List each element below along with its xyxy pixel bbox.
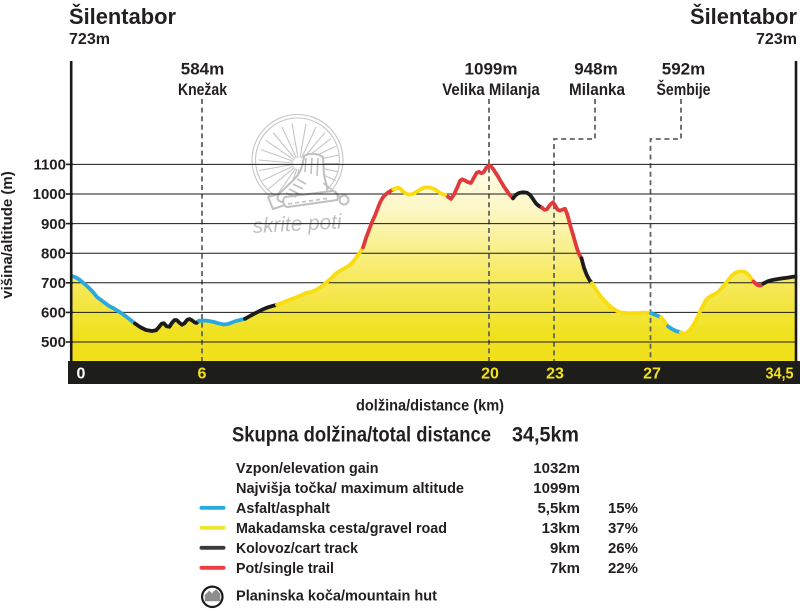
svg-text:600: 600: [41, 305, 66, 322]
svg-text:592m: 592m: [662, 60, 705, 79]
svg-text:skrite poti: skrite poti: [252, 210, 343, 238]
svg-text:Planinska koča/mountain hut: Planinska koča/mountain hut: [236, 588, 437, 605]
svg-text:1000: 1000: [33, 186, 66, 203]
svg-text:Šilentabor: Šilentabor: [69, 4, 176, 29]
svg-text:13km: 13km: [542, 520, 580, 537]
svg-text:Najvišja točka/ maximum altitu: Najvišja točka/ maximum altitude: [236, 480, 464, 497]
svg-text:584m: 584m: [181, 60, 224, 79]
svg-text:Knežak: Knežak: [178, 80, 227, 99]
svg-text:20: 20: [481, 366, 499, 383]
svg-text:500: 500: [41, 334, 66, 351]
svg-text:34,5: 34,5: [766, 366, 794, 383]
svg-text:1099m: 1099m: [533, 480, 580, 497]
svg-text:Šembije: Šembije: [657, 80, 711, 99]
svg-text:1100: 1100: [33, 157, 66, 174]
svg-text:Milanka: Milanka: [569, 80, 625, 99]
svg-text:višina/altitude (m): višina/altitude (m): [0, 171, 16, 299]
svg-text:Kolovoz/cart track: Kolovoz/cart track: [236, 540, 359, 557]
svg-text:1032m: 1032m: [533, 460, 580, 477]
svg-text:7km: 7km: [550, 560, 580, 577]
svg-text:Šilentabor: Šilentabor: [690, 4, 797, 29]
svg-text:900: 900: [41, 216, 66, 233]
svg-text:23: 23: [546, 366, 564, 383]
svg-text:Velika Milanja: Velika Milanja: [442, 80, 540, 99]
svg-text:9km: 9km: [550, 540, 580, 557]
svg-text:6: 6: [198, 366, 207, 383]
svg-text:5,5km: 5,5km: [537, 500, 580, 517]
svg-text:Makadamska cesta/gravel road: Makadamska cesta/gravel road: [236, 520, 447, 537]
svg-text:Vzpon/elevation gain: Vzpon/elevation gain: [236, 460, 379, 477]
svg-text:948m: 948m: [574, 60, 617, 79]
svg-text:27: 27: [643, 366, 661, 383]
svg-text:723m: 723m: [756, 31, 797, 48]
svg-text:723m: 723m: [69, 31, 110, 48]
svg-text:0: 0: [77, 366, 86, 383]
svg-text:700: 700: [41, 275, 66, 292]
svg-text:dolžina/distance (km): dolžina/distance (km): [356, 398, 504, 415]
svg-text:34,5km: 34,5km: [512, 424, 579, 447]
svg-text:Pot/single trail: Pot/single trail: [236, 560, 334, 577]
svg-text:800: 800: [41, 245, 66, 262]
svg-text:Skupna dolžina/total distance: Skupna dolžina/total distance: [232, 424, 491, 447]
svg-text:22%: 22%: [608, 560, 638, 577]
svg-text:15%: 15%: [608, 500, 638, 517]
svg-text:26%: 26%: [608, 540, 638, 557]
svg-text:1099m: 1099m: [465, 60, 518, 79]
svg-text:37%: 37%: [608, 520, 638, 537]
svg-text:Asfalt/asphalt: Asfalt/asphalt: [236, 500, 330, 517]
